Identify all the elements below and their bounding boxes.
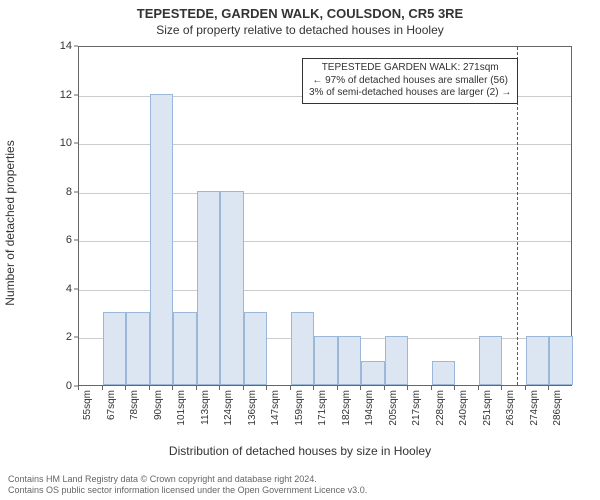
x-tick-label: 136sqm [247,390,258,426]
x-axis-label: Distribution of detached houses by size … [0,444,600,458]
x-tick-label: 171sqm [317,390,328,426]
bar [197,191,221,385]
bar [103,312,127,385]
x-tick-mark [125,386,126,390]
x-tick-mark [172,386,173,390]
annotation-line2: ← 97% of detached houses are smaller (56… [309,75,511,88]
bar [220,191,244,385]
x-tick-label: 240sqm [458,390,469,426]
y-tick-label: 14 [52,40,72,52]
bar [150,94,174,385]
x-tick-label: 228sqm [435,390,446,426]
x-tick-mark [266,386,267,390]
y-tick-label: 2 [52,331,72,343]
bar [338,336,362,385]
chart: Number of detached properties 0246810121… [52,46,572,416]
x-tick-label: 205sqm [388,390,399,426]
title-sub: Size of property relative to detached ho… [0,21,600,41]
bar [526,336,550,385]
y-tick-mark [74,337,78,338]
annotation-box: TEPESTEDE GARDEN WALK: 271sqm ← 97% of d… [302,58,518,104]
annotation-line3: 3% of semi-detached houses are larger (2… [309,87,511,100]
x-tick-mark [548,386,549,390]
x-tick-label: 113sqm [200,390,211,425]
x-tick-mark [102,386,103,390]
x-tick-mark [149,386,150,390]
x-tick-mark [243,386,244,390]
x-tick-label: 194sqm [364,390,375,426]
x-tick-mark [219,386,220,390]
x-tick-mark [384,386,385,390]
footer-line1: Contains HM Land Registry data © Crown c… [8,474,367,485]
x-tick-label: 159sqm [294,390,305,426]
x-tick-label: 55sqm [82,390,93,420]
x-tick-mark [525,386,526,390]
x-tick-label: 251sqm [482,390,493,426]
bar [432,361,456,385]
x-tick-mark [78,386,79,390]
x-tick-mark [478,386,479,390]
y-tick-label: 4 [52,283,72,295]
x-tick-label: 217sqm [411,390,422,426]
y-tick-mark [74,143,78,144]
bar [126,312,150,385]
x-tick-label: 274sqm [529,390,540,426]
y-tick-mark [74,46,78,47]
x-tick-mark [196,386,197,390]
annotation-line1: TEPESTEDE GARDEN WALK: 271sqm [309,62,511,75]
x-tick-label: 101sqm [176,390,187,426]
bar [244,312,268,385]
x-tick-label: 67sqm [106,390,117,420]
y-tick-mark [74,288,78,289]
y-tick-label: 12 [52,89,72,101]
y-tick-label: 10 [52,137,72,149]
bar [549,336,573,385]
x-tick-label: 147sqm [270,390,281,426]
x-tick-mark [313,386,314,390]
bar [479,336,503,385]
x-tick-mark [454,386,455,390]
bar [361,361,385,385]
x-tick-mark [360,386,361,390]
x-tick-label: 182sqm [341,390,352,426]
y-tick-label: 6 [52,234,72,246]
x-tick-mark [290,386,291,390]
x-tick-label: 286sqm [552,390,563,426]
x-tick-mark [431,386,432,390]
x-tick-label: 90sqm [153,390,164,420]
footer: Contains HM Land Registry data © Crown c… [8,474,367,497]
bar [291,312,315,385]
x-tick-label: 78sqm [129,390,140,420]
x-tick-mark [407,386,408,390]
x-tick-mark [337,386,338,390]
y-tick-mark [74,240,78,241]
x-tick-label: 263sqm [505,390,516,426]
bar [314,336,338,385]
x-tick-mark [501,386,502,390]
footer-line2: Contains OS public sector information li… [8,485,367,496]
y-tick-mark [74,191,78,192]
title-main: TEPESTEDE, GARDEN WALK, COULSDON, CR5 3R… [0,0,600,21]
y-tick-label: 8 [52,186,72,198]
y-tick-label: 0 [52,380,72,392]
bar [173,312,197,385]
x-tick-label: 124sqm [223,390,234,426]
y-tick-mark [74,94,78,95]
bar [385,336,409,385]
